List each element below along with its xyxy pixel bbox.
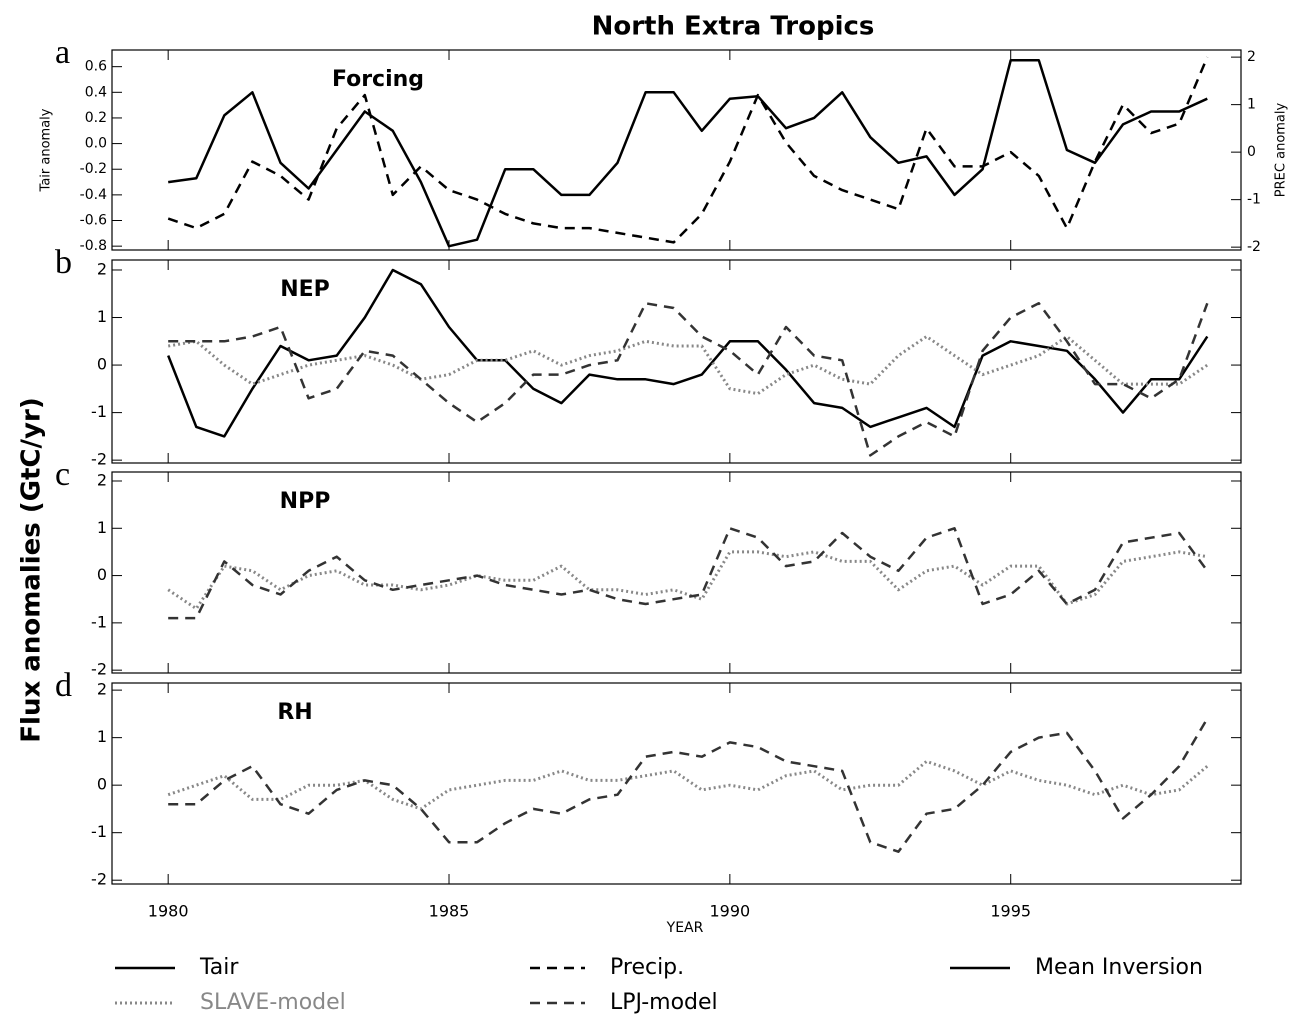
y-tick-label: -0.6: [80, 213, 107, 229]
series-line: [167, 268, 1209, 438]
y-tick-label: 2: [97, 259, 107, 278]
panel-letter: a: [55, 34, 70, 71]
plot-frame: [111, 49, 1242, 251]
y-tick-label: 0.6: [85, 59, 107, 75]
y2-tick-label: -1: [1247, 192, 1261, 208]
series-line: [167, 759, 1209, 811]
y-tick-label: 0: [97, 775, 107, 794]
series-line: [168, 59, 1208, 248]
x-tick-label: 1985: [429, 902, 470, 921]
legend-label: Mean Inversion: [1035, 955, 1203, 980]
y-tick-label: 0: [97, 565, 107, 584]
y-tick-label: -1: [91, 822, 107, 841]
y-tick-label: -2: [91, 660, 107, 679]
x-tick-label: 1990: [710, 902, 751, 921]
y-tick-label: 0: [97, 355, 107, 374]
y-tick-label: 1: [97, 727, 107, 746]
series-line: [168, 717, 1209, 853]
y-tick-label: -0.8: [80, 238, 107, 254]
x-tick-label: 1995: [990, 902, 1031, 921]
panel-letter: c: [55, 456, 70, 493]
y-tick-label: 2: [97, 680, 107, 699]
y-tick-label: 0.0: [85, 136, 107, 152]
y-axis-label: Tair anomaly: [39, 108, 54, 192]
legend-label: Tair: [199, 955, 239, 980]
legend-label: SLAVE-model: [200, 990, 346, 1015]
y2-tick-label: 1: [1247, 97, 1256, 113]
series-line: [168, 527, 1209, 620]
y2-tick-label: -2: [1247, 239, 1261, 255]
panel-title: NPP: [280, 489, 331, 514]
plot-area: [167, 527, 1209, 620]
panel-title: RH: [277, 700, 312, 725]
x-tick-label: 1980: [148, 902, 189, 921]
y-tick-label: -2: [91, 450, 107, 469]
y-tick-label: -0.4: [80, 187, 107, 203]
y2-tick-label: 2: [1247, 49, 1256, 65]
y-tick-label: 2: [97, 470, 107, 489]
chart-title: North Extra Tropics: [592, 12, 875, 42]
plot-area: [167, 717, 1209, 853]
y-tick-label: 0.2: [85, 110, 107, 126]
panel-letter: b: [55, 244, 72, 281]
legend-label: Precip.: [610, 955, 684, 980]
panel-title: Forcing: [332, 67, 424, 92]
plot-area: [167, 56, 1209, 248]
y2-axis-label: PREC anomaly: [1274, 102, 1289, 197]
y-tick-label: 0.4: [85, 84, 107, 100]
plot-frame: [111, 471, 1242, 674]
y2-tick-label: 0: [1247, 144, 1256, 160]
y-tick-label: -0.2: [80, 161, 107, 177]
y-axis-label: Flux anomalies (GtC/yr): [17, 397, 47, 742]
panel-letter: d: [55, 667, 72, 704]
plot-frame: [111, 682, 1242, 885]
panel-title: NEP: [280, 277, 330, 302]
y-tick-label: -1: [91, 402, 107, 421]
plot-area: [167, 268, 1209, 457]
legend: Tair Precip. Mean Inversion SLAVE-model …: [115, 955, 1203, 1015]
series-line: [168, 302, 1209, 457]
x-axis-label: YEAR: [666, 920, 704, 936]
series-line: [167, 56, 1209, 244]
series-line: [167, 550, 1208, 611]
y-tick-label: 1: [97, 307, 107, 326]
series-line: [167, 335, 1209, 396]
legend-label: LPJ-model: [610, 990, 718, 1015]
y-tick-label: 1: [97, 518, 107, 537]
plot-frame: [111, 259, 1242, 464]
y-tick-label: -1: [91, 612, 107, 631]
y-tick-label: -2: [91, 870, 107, 889]
